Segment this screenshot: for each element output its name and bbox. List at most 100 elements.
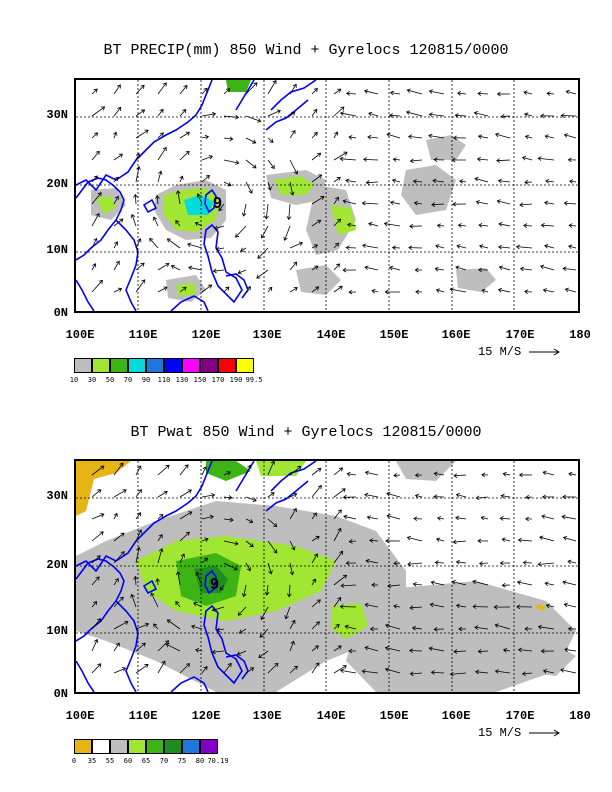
wind-arrow-head xyxy=(188,265,193,271)
wind-arrow xyxy=(179,132,190,139)
wind-arrow-head xyxy=(496,199,501,204)
wind-arrow xyxy=(165,643,181,652)
wind-arrow-head xyxy=(293,492,298,498)
wind-arrow-head xyxy=(494,623,499,628)
wind-arrow xyxy=(191,625,203,630)
wind-arrow-head xyxy=(313,553,318,558)
wind-arrow-head xyxy=(412,179,417,184)
wind-arrow xyxy=(201,284,212,293)
wind-arrow-head xyxy=(449,287,454,292)
wind-arrow xyxy=(177,190,181,205)
panel2-colorbar-swatch xyxy=(92,739,110,754)
wind-arrow-head xyxy=(113,131,118,136)
wind-arrow-head xyxy=(475,669,480,675)
wind-arrow xyxy=(333,645,342,652)
wind-arrow xyxy=(289,130,296,139)
panel1-title: BT PRECIP(mm) 850 Wind + Gyrelocs 120815… xyxy=(103,42,509,59)
wind-arrow-head xyxy=(428,112,433,117)
wind-arrow xyxy=(477,158,489,161)
wind-arrow xyxy=(436,538,445,542)
wind-arrow-head xyxy=(523,90,528,95)
wind-arrow-head xyxy=(292,507,297,513)
wind-arrow-head xyxy=(212,111,217,117)
wind-arrow xyxy=(544,245,555,249)
wind-arrow-head xyxy=(341,488,346,493)
coastline xyxy=(170,676,209,692)
wind-arrow xyxy=(201,538,209,542)
wind-arrow xyxy=(518,539,533,542)
wind-arrow xyxy=(414,202,423,205)
wind-arrow xyxy=(179,553,185,564)
wind-arrow xyxy=(412,627,423,630)
wind-arrow xyxy=(113,489,127,498)
wind-arrow-head xyxy=(389,200,395,206)
wind-arrow-head xyxy=(501,582,506,588)
wind-arrow-head xyxy=(524,179,529,185)
wind-arrow-head xyxy=(473,111,479,116)
wind-arrow xyxy=(267,663,279,674)
wind-arrow-head xyxy=(455,603,461,609)
wind-arrow-head xyxy=(114,176,119,181)
wind-arrow xyxy=(368,112,379,117)
panel2-colorbar-swatch xyxy=(146,739,164,754)
wind-arrow-head xyxy=(361,669,366,674)
wind-arrow-head xyxy=(562,494,567,500)
wind-arrow xyxy=(223,663,232,674)
wind-arrow xyxy=(113,667,126,674)
wind-arrow-head xyxy=(292,83,297,88)
wind-arrow xyxy=(289,641,295,652)
wind-arrow-head xyxy=(175,571,181,576)
wind-arrow xyxy=(563,267,577,271)
wind-arrow xyxy=(289,508,297,520)
wind-arrow-head xyxy=(185,131,190,136)
wind-arrow-head xyxy=(569,179,574,184)
wind-arrow-head xyxy=(225,286,230,291)
wind-arrow-head xyxy=(95,150,100,155)
panel1-lon-label: 100E xyxy=(65,328,95,342)
wind-arrow xyxy=(311,286,319,293)
wind-arrow-head xyxy=(560,113,565,118)
wind-arrow xyxy=(261,225,269,239)
wind-arrow-head xyxy=(436,516,442,521)
wind-arrow-head xyxy=(293,287,298,292)
wind-arrow-head xyxy=(368,221,373,227)
wind-arrow-head xyxy=(405,110,411,115)
wind-arrow-head xyxy=(175,190,181,195)
wind-arrow-head xyxy=(336,176,341,181)
wind-arrow-head xyxy=(515,244,520,250)
wind-arrow-head xyxy=(522,560,527,566)
panel2-colorbar-tick-label: 70.19 xyxy=(207,757,229,765)
wind-arrow-head xyxy=(100,465,105,470)
wind-arrow-head xyxy=(318,174,323,179)
wind-arrow-head xyxy=(140,84,145,89)
panel2-storm-marker: 9 xyxy=(210,576,219,593)
wind-arrow-head xyxy=(315,286,320,291)
wind-arrow-head xyxy=(339,604,344,609)
wind-arrow xyxy=(477,93,489,95)
wind-arrow-head xyxy=(521,671,526,676)
wind-arrow xyxy=(219,584,225,591)
wind-arrow-head xyxy=(298,241,304,246)
wind-arrow-head xyxy=(365,180,370,185)
wind-arrow-head xyxy=(540,113,545,119)
wind-arrow-head xyxy=(364,470,370,476)
wind-arrow xyxy=(501,115,511,117)
wind-arrow xyxy=(436,289,445,293)
shaded-region xyxy=(506,639,576,676)
wind-arrow xyxy=(113,218,124,227)
shaded-region xyxy=(331,205,356,235)
wind-arrow-head xyxy=(544,244,549,249)
wind-arrow xyxy=(431,203,445,206)
wind-arrow-head xyxy=(525,494,530,500)
wind-arrow-head xyxy=(347,222,352,228)
wind-arrow-head xyxy=(274,662,279,667)
wind-arrow-head xyxy=(496,158,501,163)
coastline xyxy=(203,223,243,304)
wind-arrow xyxy=(564,202,577,205)
wind-arrow-head xyxy=(315,535,320,540)
wind-arrow xyxy=(245,286,251,293)
wind-arrow xyxy=(495,133,511,139)
wind-arrow-head xyxy=(568,471,573,477)
wind-arrow-head xyxy=(413,200,418,206)
wind-arrow xyxy=(288,203,291,220)
